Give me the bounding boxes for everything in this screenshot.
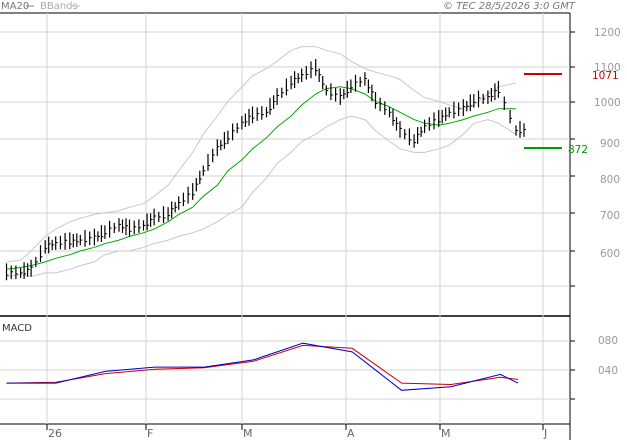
legend-bbands: BBands: [40, 1, 78, 12]
support-label: 872: [568, 144, 588, 156]
x-axis-labels: 26 F M A M J: [46, 424, 547, 440]
y-tick-label: 700: [600, 210, 620, 222]
macd-y-tick-label: 040: [598, 365, 618, 377]
y-tick-label: 1100: [594, 62, 621, 74]
legend-ma20: MA20: [1, 1, 29, 12]
month-label: F: [147, 427, 153, 440]
macd-line: [6, 342, 519, 391]
macd-title: MACD: [2, 323, 32, 334]
price-bars: [5, 59, 526, 281]
support-level: 872: [524, 144, 588, 156]
month-label: 26: [48, 427, 62, 440]
chart-header: MA20 BBands © TEC 28/5/2026 3:0 GMT: [1, 1, 576, 12]
resistance-label: 1071: [592, 70, 619, 82]
month-label: J: [543, 427, 547, 440]
price-y-labels: 1200 1100 1000 900 800 700 600: [594, 27, 621, 260]
y-tick-label: 1000: [594, 97, 621, 109]
copyright-text: © TEC 28/5/2026 3:0 GMT: [443, 1, 576, 12]
y-tick-label: 1200: [594, 27, 621, 39]
month-label: M: [441, 427, 451, 440]
y-tick-label: 800: [600, 174, 620, 186]
bbands-upper-line: [6, 46, 517, 263]
price-grid: [0, 13, 570, 424]
right-axis-ticks: [570, 31, 575, 400]
month-label: M: [243, 427, 253, 440]
y-tick-label: 900: [600, 138, 620, 150]
ma20-line: [6, 86, 516, 270]
macd-signal-line: [6, 344, 519, 386]
y-tick-label: 600: [600, 248, 620, 260]
resistance-level: 1071: [524, 70, 619, 82]
macd-y-tick-label: 080: [598, 335, 618, 347]
bbands-lower-line: [6, 115, 517, 278]
month-label: A: [347, 427, 355, 440]
